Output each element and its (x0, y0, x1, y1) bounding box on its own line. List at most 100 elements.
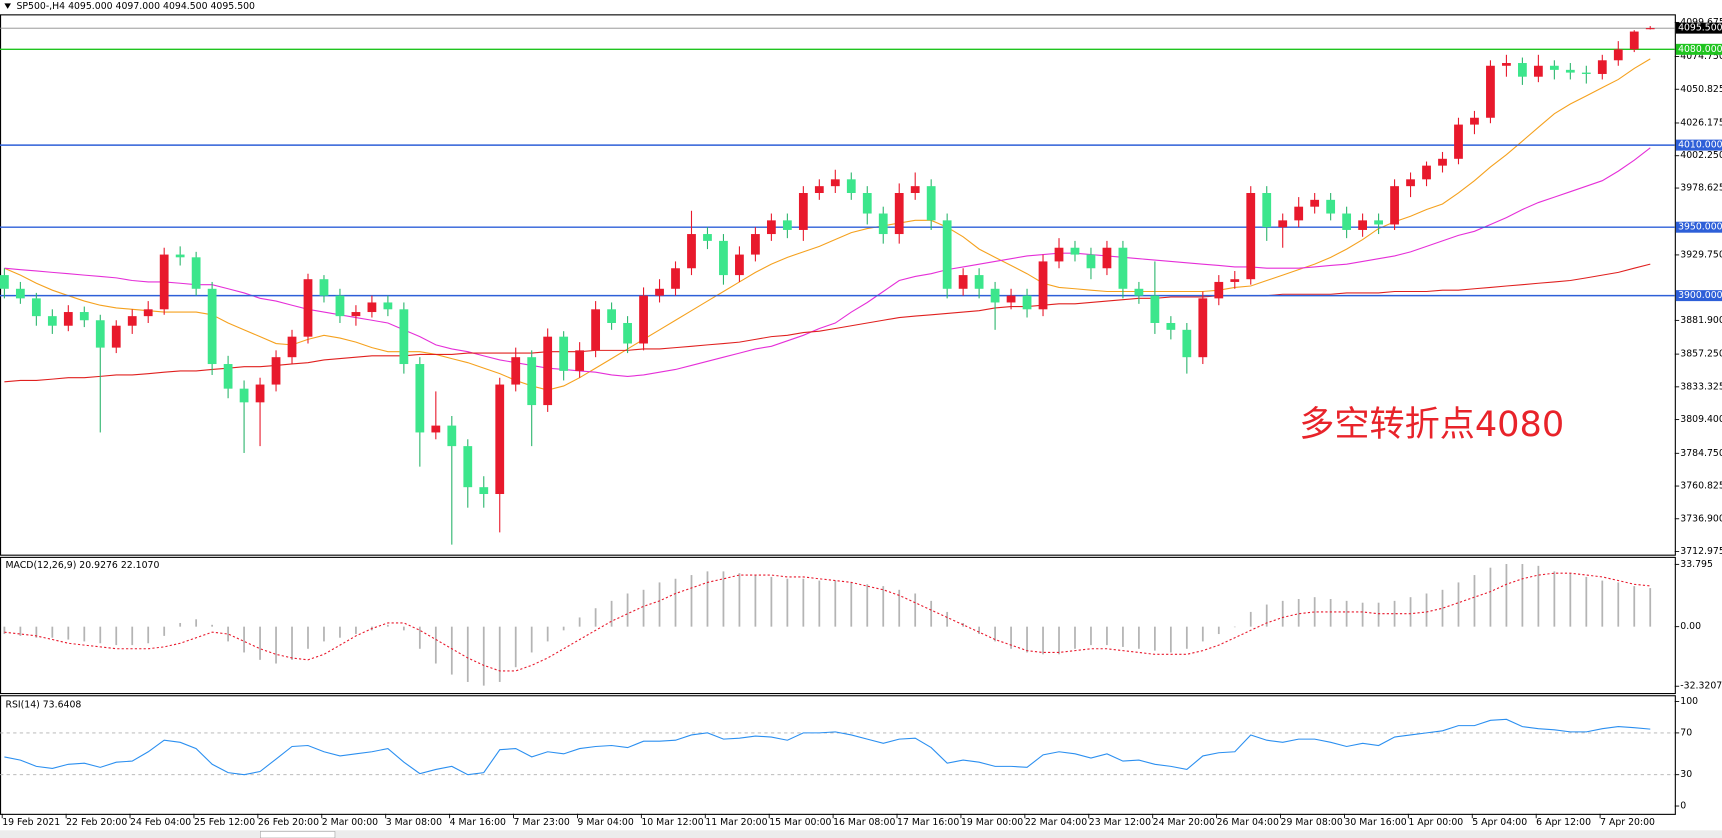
macd-bar (1553, 571, 1556, 627)
candle-body (1278, 220, 1288, 228)
tab[interactable] (260, 831, 336, 838)
x-tick-label: 7 Mar 23:00 (514, 817, 570, 828)
candle-body (559, 336, 569, 371)
candle-body (1518, 63, 1527, 77)
macd-bar (83, 626, 86, 642)
macd-bar (898, 589, 901, 627)
candle-body (479, 487, 489, 495)
x-tick-label: 30 Mar 16:00 (1344, 817, 1406, 828)
candle-body (1118, 247, 1128, 289)
macd-bar (802, 578, 805, 627)
macd-bar (498, 626, 501, 682)
candle-body (1454, 124, 1463, 159)
x-tick-label: 6 Apr 12:00 (1536, 817, 1591, 828)
candle-body (287, 336, 297, 358)
macd-bar (562, 626, 565, 631)
macd-bar (51, 626, 54, 638)
candle-body (95, 320, 105, 348)
y-tick-label: 3833.325 (1680, 381, 1722, 392)
last-price-label: 4095.500 (1678, 23, 1722, 34)
y-tick-label: -32.3207 (1680, 681, 1722, 692)
macd-bar (1377, 602, 1380, 627)
macd-bar (626, 593, 629, 627)
candle-body (1134, 288, 1144, 296)
macd-bar (1138, 626, 1140, 649)
level-label-box (1675, 139, 1722, 151)
macd-bar (946, 611, 949, 627)
y-tick-label: 3929.750 (1680, 249, 1722, 260)
candle-body (1470, 117, 1479, 125)
macd-bar (1425, 593, 1428, 627)
candle-body (1294, 206, 1304, 221)
macd-bar (1249, 611, 1252, 627)
x-tick-label: 16 Mar 08:00 (833, 817, 895, 828)
macd-bar (1345, 600, 1348, 627)
macd-bar (179, 622, 182, 627)
candle-body (447, 425, 457, 447)
y-tick-label: 3736.900 (1680, 513, 1722, 524)
macd-bar (690, 575, 693, 627)
candle-body (607, 309, 616, 323)
x-tick-label: 24 Mar 20:00 (1153, 817, 1215, 828)
candle-body (1390, 186, 1399, 225)
x-tick-label: 9 Mar 04:00 (577, 817, 633, 828)
macd-bar (1026, 626, 1028, 653)
macd-bar (882, 586, 885, 627)
candle-body (1086, 254, 1096, 269)
candle-body (239, 388, 249, 403)
y-tick-label: 4002.250 (1680, 150, 1722, 161)
candle-body (79, 312, 89, 321)
macd-bar (658, 582, 661, 627)
macd-bar (1106, 626, 1108, 646)
macd-bar (1297, 599, 1300, 627)
annotation: 多空转折点4080 (1299, 404, 1564, 445)
candle-body (655, 288, 664, 296)
candle-body (910, 186, 920, 194)
candle-body (1358, 220, 1368, 230)
macd-bar (930, 600, 933, 627)
candle-body (958, 275, 968, 289)
candle-body (31, 298, 41, 317)
collapse-icon[interactable] (4, 3, 11, 9)
candle-body (527, 357, 537, 406)
candle-body (735, 254, 744, 276)
macd-bar (914, 593, 917, 627)
x-tick-label: 19 Feb 2021 (2, 817, 60, 828)
x-tick-label: 4 Mar 16:00 (450, 817, 506, 828)
y-tick-label: 0.00 (1680, 621, 1701, 632)
candle-body (1581, 72, 1591, 74)
candle-body (575, 350, 585, 371)
macd-bar (722, 571, 725, 627)
macd-bar (227, 626, 229, 642)
candle-body (63, 312, 73, 326)
macd-bar (1409, 597, 1412, 627)
candle-body (766, 220, 776, 235)
x-tick-label: 17 Mar 16:00 (897, 817, 959, 828)
candle-body (1374, 220, 1383, 225)
macd-bar (147, 626, 150, 644)
candle-body (814, 186, 824, 194)
candle-body (1070, 247, 1080, 255)
level-label: 4080.000 (1678, 44, 1722, 55)
macd-bar (434, 626, 437, 664)
candle-body (1438, 158, 1447, 166)
macd-bar (323, 626, 325, 642)
macd-bar (1457, 582, 1460, 627)
y-tick-label: 100 (1680, 696, 1698, 707)
candle-body (1246, 193, 1256, 280)
macd-bar (387, 624, 389, 627)
x-tick-label: 29 Mar 08:00 (1281, 817, 1343, 828)
candle-body (351, 312, 361, 317)
x-tick-label: 3 Mar 08:00 (386, 817, 442, 828)
candle-body (894, 193, 904, 235)
y-tick-label: 0 (1680, 801, 1686, 812)
candle-body (1549, 65, 1559, 70)
candle-body (319, 279, 329, 296)
macd-bar (67, 626, 70, 640)
y-tick-label: 4074.750 (1680, 51, 1722, 62)
candle-body (671, 268, 680, 289)
pane-title: MACD(12,26,9) 20.9276 22.1070 (5, 560, 159, 571)
candle-body (207, 288, 217, 365)
